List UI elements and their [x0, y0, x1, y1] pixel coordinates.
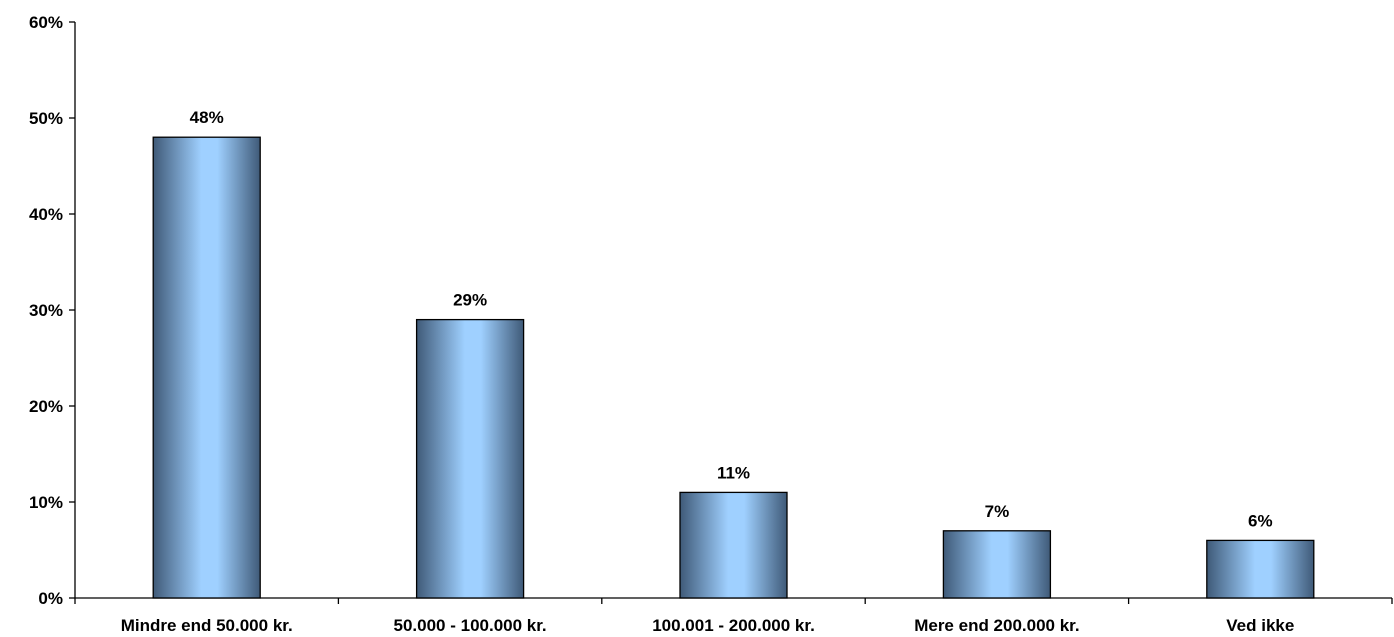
category-label: 50.000 - 100.000 kr.	[394, 616, 547, 635]
category-label: Mindre end 50.000 kr.	[121, 616, 293, 635]
data-labels: 48% 29% 11% 7% 6%	[190, 108, 1273, 530]
y-tick-label: 60%	[29, 13, 63, 32]
data-label: 6%	[1248, 511, 1273, 530]
bar	[1206, 539, 1315, 599]
y-tick-label: 20%	[29, 397, 63, 416]
data-label: 11%	[717, 463, 750, 482]
bar	[679, 491, 788, 599]
bar	[152, 136, 261, 599]
category-label: Ved ikke	[1226, 616, 1294, 635]
y-tick-label: 50%	[29, 109, 63, 128]
y-tick-label: 10%	[29, 493, 63, 512]
data-label: 7%	[985, 502, 1010, 521]
y-tick-label: 30%	[29, 301, 63, 320]
category-label: 100.001 - 200.000 kr.	[652, 616, 815, 635]
bars	[152, 136, 1315, 599]
y-tick-label: 0%	[38, 589, 63, 608]
bar	[415, 318, 525, 599]
x-axis: Mindre end 50.000 kr. 50.000 - 100.000 kr…	[74, 597, 1393, 635]
y-axis: 0% 10% 20% 30% 40% 50% 60%	[29, 13, 76, 608]
data-label: 29%	[453, 291, 487, 310]
bar	[942, 530, 1052, 599]
category-label: Mere end 200.000 kr.	[914, 616, 1079, 635]
y-tick-label: 40%	[29, 205, 63, 224]
data-label: 48%	[190, 108, 224, 127]
